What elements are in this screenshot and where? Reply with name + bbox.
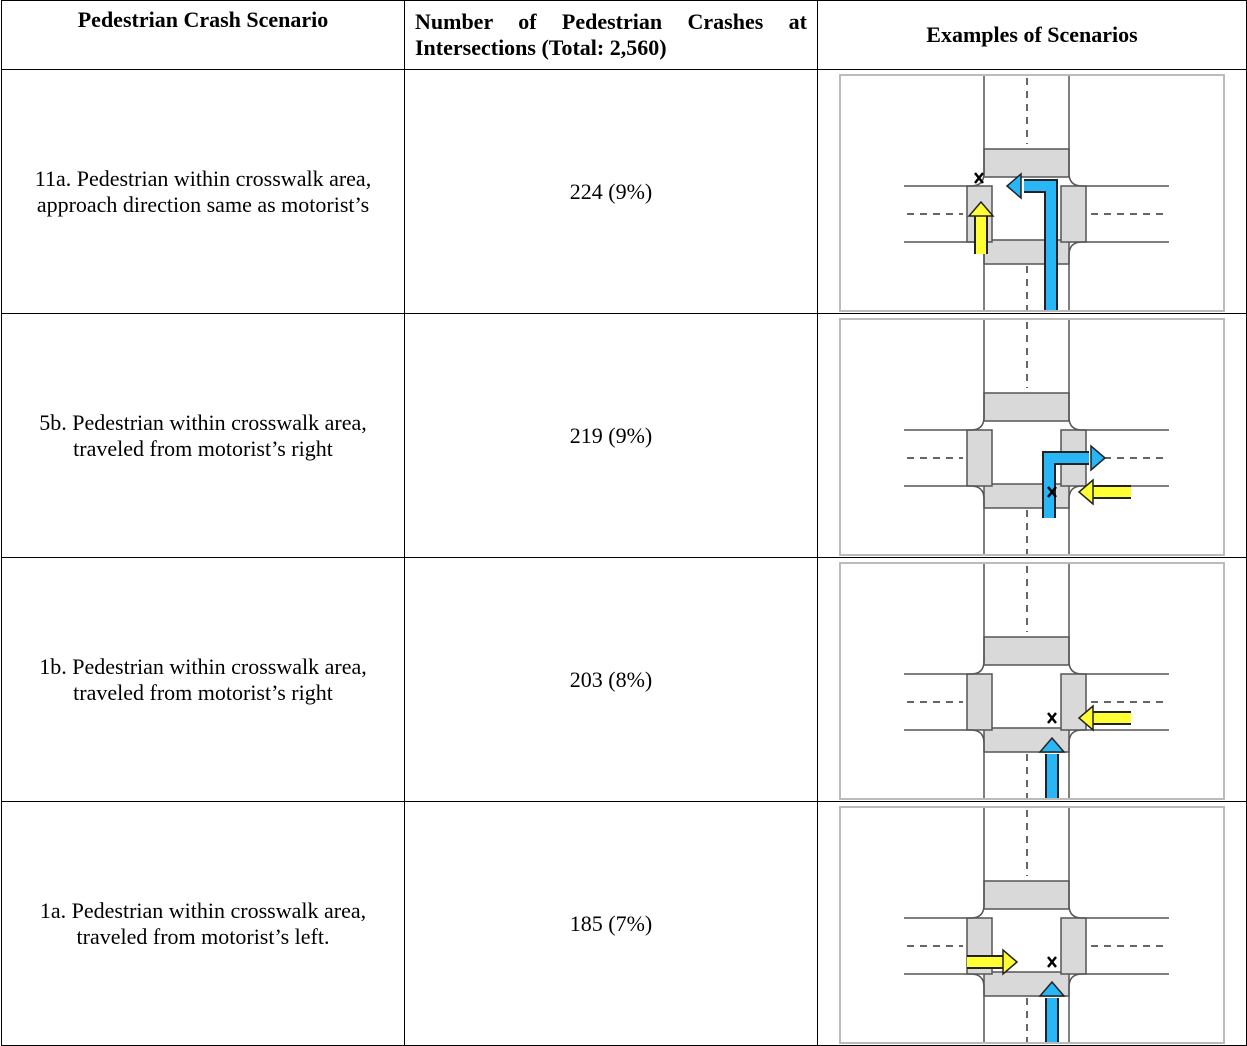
crash-marker [1047,711,1057,724]
intersection-diagram [839,805,1225,1044]
arrow-body [1044,452,1089,518]
table-row: 5b. Pedestrian within crosswalk area, tr… [1,313,1247,558]
scenario-cell: 1b. Pedestrian within crosswalk area, tr… [1,557,405,802]
arrow-head [1077,703,1094,732]
count-cell: 203 (8%) [404,557,818,802]
header-cell: Number of Pedestrian Crashes at Intersec… [404,0,818,70]
table-row: 1b. Pedestrian within crosswalk area, tr… [1,557,1247,802]
crosswalk [966,428,993,487]
road-edge [1068,240,1169,310]
count-cell: 185 (7%) [404,801,818,1046]
crosswalk [983,147,1070,178]
crash-marker [1047,955,1057,968]
road-edge [1068,972,1169,1042]
road-edge [1068,75,1169,187]
diagram-frame [839,317,1225,556]
intersection-diagram [839,317,1225,556]
crosswalk [983,635,1070,666]
diagram-frame [839,805,1225,1044]
scenario-cell: 5b. Pedestrian within crosswalk area, tr… [1,313,405,558]
count-cell: 224 (9%) [404,69,818,314]
diagram-cell [817,69,1247,314]
header-cell: Examples of Scenarios [817,0,1247,70]
header-row: Pedestrian Crash Scenario Number of Pede… [1,0,1247,70]
arrow-head [1038,980,1066,997]
arrow-head [1005,171,1022,200]
road-edge [904,563,985,675]
road-edge [1068,807,1169,919]
header-cell: Pedestrian Crash Scenario [1,0,405,70]
road-edge [904,319,985,431]
diagram-cell [817,313,1247,558]
road-edge [904,807,985,919]
table-row: 11a. Pedestrian within crosswalk area, a… [1,69,1247,314]
crash-marker [974,171,984,184]
road-edge [1068,563,1169,675]
arrow-head [1077,477,1094,506]
diagram-frame [839,561,1225,800]
road-edge [904,484,985,554]
road-edge [904,75,985,187]
table-body: 11a. Pedestrian within crosswalk area, a… [1,69,1247,1046]
arrow-body [1024,180,1056,310]
diagram-cell [817,557,1247,802]
crosswalk [1060,184,1087,243]
table-row: 1a. Pedestrian within crosswalk area, tr… [1,801,1247,1046]
road-edge [904,972,985,1042]
road-edge [1068,728,1169,798]
intersection-diagram [839,561,1225,800]
crosswalk [983,879,1070,910]
count-cell: 219 (9%) [404,313,818,558]
road-edge [904,728,985,798]
arrow-head [967,200,995,217]
arrow-head [1090,443,1107,472]
crash-marker [1047,485,1057,498]
arrow-head [1002,947,1019,976]
crosswalk [1060,672,1087,731]
crosswalk [966,672,993,731]
road-edge [1068,484,1169,554]
crosswalk [983,391,1070,422]
diagram-cell [817,801,1247,1046]
arrow-head [1038,736,1066,753]
scenario-cell: 1a. Pedestrian within crosswalk area, tr… [1,801,405,1046]
crosswalk [1060,916,1087,975]
scenario-cell: 11a. Pedestrian within crosswalk area, a… [1,69,405,314]
intersection-diagram [839,73,1225,312]
road-edge [1068,319,1169,431]
